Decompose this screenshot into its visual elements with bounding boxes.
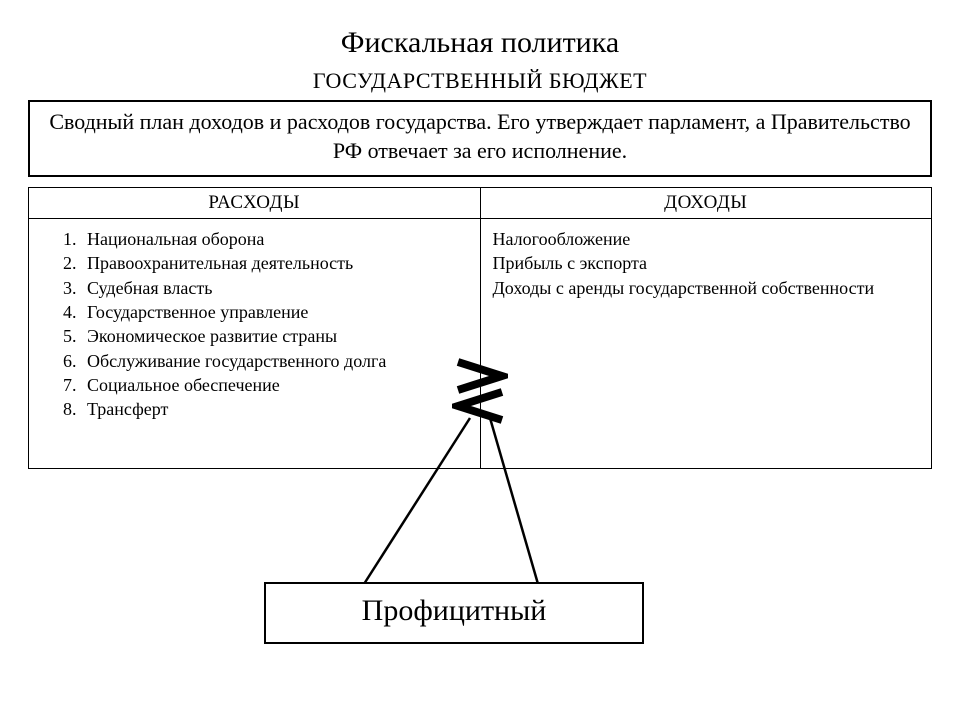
slide: Фискальная политика ГОСУДАРСТВЕННЫЙ БЮДЖ… [0,0,960,720]
list-item: Правоохранительная деятельность [81,251,470,275]
incomes-list: НалогообложениеПрибыль с экспортаДоходы … [491,227,922,300]
list-item: Налогообложение [493,227,916,251]
header-expenditures: РАСХОДЫ [29,188,481,219]
list-item: Экономическое развитие страны [81,324,470,348]
subtitle: ГОСУДАРСТВЕННЫЙ БЮДЖЕТ [28,68,932,94]
list-item: Доходы с аренды государственной собствен… [493,276,916,300]
header-incomes: ДОХОДЫ [480,188,932,219]
expenditures-cell: Национальная оборонаПравоохранительная д… [29,219,481,469]
expenditures-list: Национальная оборонаПравоохранительная д… [39,227,470,421]
list-item: Прибыль с экспорта [493,251,916,275]
list-item: Национальная оборона [81,227,470,251]
list-item: Трансферт [81,397,470,421]
list-item: Судебная власть [81,276,470,300]
main-title: Фискальная политика [28,26,932,60]
list-item: Государственное управление [81,300,470,324]
list-item: Социальное обеспечение [81,373,470,397]
list-item: Обслуживание государственного долга [81,349,470,373]
result-box: Профицитный [264,582,644,644]
definition-box: Сводный план доходов и расходов государс… [28,100,932,177]
budget-table: РАСХОДЫ ДОХОДЫ Национальная оборонаПраво… [28,187,932,469]
incomes-cell: НалогообложениеПрибыль с экспортаДоходы … [480,219,932,469]
